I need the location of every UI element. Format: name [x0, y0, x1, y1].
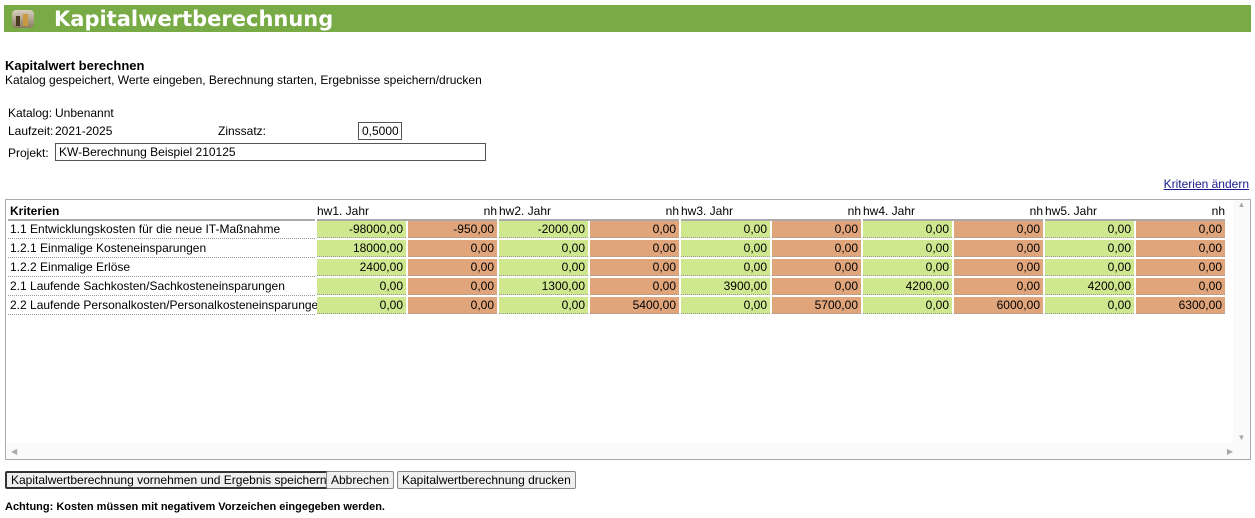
year-header: hw5. Jahr nh [1045, 203, 1225, 221]
year-header: hw3. Jahr nh [681, 203, 861, 221]
hw-value-cell[interactable]: 0,00 [863, 221, 952, 238]
hw-value-cell[interactable]: 0,00 [1045, 259, 1134, 276]
year-header: hw1. Jahr nh [317, 203, 497, 221]
app-logo-icon [12, 9, 34, 28]
nh-value-cell[interactable]: 0,00 [1136, 259, 1225, 276]
criteria-label: 2.2 Laufende Personalkosten/Personalkost… [8, 297, 325, 315]
nh-value-cell[interactable]: 0,00 [1136, 240, 1225, 257]
year-header: hw2. Jahr nh [499, 203, 679, 221]
hw-header: hw2. Jahr [499, 204, 552, 218]
criteria-header: Kriterien [8, 203, 315, 221]
laufzeit-value: 2021-2025 [55, 124, 113, 138]
hw-value-cell[interactable]: 1300,00 [499, 278, 588, 295]
hw-value-cell[interactable]: 2400,00 [317, 259, 406, 276]
nh-value-cell[interactable]: 0,00 [590, 240, 679, 257]
nh-value-cell[interactable]: 0,00 [954, 240, 1043, 257]
nh-value-cell[interactable]: 0,00 [408, 240, 497, 257]
nh-value-cell[interactable]: 5400,00 [590, 297, 679, 314]
nh-value-cell[interactable]: 0,00 [1136, 221, 1225, 238]
nh-value-cell[interactable]: 0,00 [408, 278, 497, 295]
hw-value-cell[interactable]: 0,00 [681, 240, 770, 257]
change-criteria-link[interactable]: Kriterien ändern [1163, 177, 1249, 191]
nh-value-cell[interactable]: 0,00 [954, 259, 1043, 276]
hw-value-cell[interactable]: 0,00 [317, 278, 406, 295]
criteria-label: 1.1 Entwicklungskosten für die neue IT-M… [8, 221, 315, 239]
projekt-input[interactable] [55, 143, 486, 161]
hw-value-cell[interactable]: 0,00 [1045, 240, 1134, 257]
nh-value-cell[interactable]: 0,00 [772, 221, 861, 238]
hw-value-cell[interactable]: 18000,00 [317, 240, 406, 257]
hw-header: hw5. Jahr [1045, 204, 1098, 218]
horizontal-scrollbar[interactable]: ◀ ▶ [6, 443, 1250, 459]
table-header: Kriterien hw1. Jahr nh hw2. Jahr nh hw3. Jahr… [8, 203, 1225, 221]
hw-header: hw1. Jahr [317, 204, 370, 218]
hw-value-cell[interactable]: 0,00 [863, 297, 952, 314]
nh-header: nh [847, 204, 861, 218]
nh-value-cell[interactable]: 0,00 [408, 297, 497, 314]
nh-value-cell[interactable]: 6000,00 [954, 297, 1043, 314]
hw-value-cell[interactable]: 0,00 [499, 259, 588, 276]
hw-value-cell[interactable]: 0,00 [1045, 297, 1134, 314]
nh-value-cell[interactable]: 0,00 [772, 278, 861, 295]
criteria-label: 1.2.2 Einmalige Erlöse [8, 259, 315, 277]
criteria-label: 2.1 Laufende Sachkosten/Sachkosteneinspa… [8, 278, 315, 296]
nh-header: nh [1029, 204, 1043, 218]
hw-value-cell[interactable]: 0,00 [863, 259, 952, 276]
nh-value-cell[interactable]: 0,00 [408, 259, 497, 276]
katalog-value: Unbenannt [55, 106, 114, 120]
hw-value-cell[interactable]: 0,00 [681, 259, 770, 276]
hw-value-cell[interactable]: 0,00 [499, 240, 588, 257]
print-button[interactable]: Kapitalwertberechnung drucken [397, 471, 576, 489]
criteria-label: 1.2.1 Einmalige Kosteneinsparungen [8, 240, 315, 258]
nh-value-cell[interactable]: 0,00 [954, 278, 1043, 295]
table-row: 1.2.1 Einmalige Kosteneinsparungen 18000,… [8, 240, 1225, 258]
app-banner: Kapitalwertberechnung [4, 5, 1251, 32]
hw-value-cell[interactable]: 0,00 [863, 240, 952, 257]
nh-value-cell[interactable]: -950,00 [408, 221, 497, 238]
warning-text: Achtung: Kosten müssen mit negativem Vor… [5, 501, 385, 513]
laufzeit-label: Laufzeit: [8, 124, 54, 138]
nh-value-cell[interactable]: 0,00 [772, 259, 861, 276]
hw-value-cell[interactable]: 0,00 [681, 221, 770, 238]
nh-value-cell[interactable]: 0,00 [772, 240, 861, 257]
table-row: 1.1 Entwicklungskosten für die neue IT-M… [8, 221, 1225, 239]
vertical-scrollbar[interactable]: ▲ ▼ [1233, 200, 1250, 444]
nh-header: nh [1211, 204, 1225, 218]
hw-value-cell[interactable]: 0,00 [317, 297, 406, 314]
hw-value-cell[interactable]: 0,00 [499, 297, 588, 314]
nh-value-cell[interactable]: 0,00 [590, 278, 679, 295]
criteria-table: Kriterien hw1. Jahr nh hw2. Jahr nh hw3. Jahr… [5, 199, 1251, 460]
table-row: 2.2 Laufende Personalkosten/Personalkost… [8, 297, 1225, 315]
page-subtitle: Katalog gespeichert, Werte eingeben, Ber… [5, 73, 482, 87]
katalog-label: Katalog: [8, 106, 53, 120]
hw-value-cell[interactable]: -2000,00 [499, 221, 588, 238]
nh-value-cell[interactable]: 0,00 [590, 221, 679, 238]
cancel-button[interactable]: Abbrechen [326, 471, 395, 489]
nh-value-cell[interactable]: 0,00 [590, 259, 679, 276]
year-header: hw4. Jahr nh [863, 203, 1043, 221]
table-row: 2.1 Laufende Sachkosten/Sachkosteneinspa… [8, 278, 1225, 296]
projekt-label: Projekt: [8, 146, 49, 160]
hw-value-cell[interactable]: 0,00 [1045, 221, 1134, 238]
zinssatz-input[interactable] [358, 122, 402, 140]
hw-header: hw4. Jahr [863, 204, 916, 218]
zinssatz-label: Zinssatz: [218, 124, 267, 138]
hw-value-cell[interactable]: 0,00 [681, 297, 770, 314]
page-title: Kapitalwert berechnen [5, 58, 145, 73]
hw-value-cell[interactable]: 3900,00 [681, 278, 770, 295]
hw-value-cell[interactable]: -98000,00 [317, 221, 406, 238]
nh-value-cell[interactable]: 6300,00 [1136, 297, 1225, 314]
table-row: 1.2.2 Einmalige Erlöse 2400,00 0,00 0,00 0,0… [8, 259, 1225, 277]
nh-value-cell[interactable]: 5700,00 [772, 297, 861, 314]
calculate-save-button[interactable]: Kapitalwertberechnung vornehmen und Erge… [5, 471, 333, 489]
hw-value-cell[interactable]: 4200,00 [863, 278, 952, 295]
hw-value-cell[interactable]: 4200,00 [1045, 278, 1134, 295]
nh-value-cell[interactable]: 0,00 [1136, 278, 1225, 295]
app-title: Kapitalwertberechnung [54, 6, 334, 31]
hw-header: hw3. Jahr [681, 204, 734, 218]
nh-header: nh [665, 204, 679, 218]
nh-value-cell[interactable]: 0,00 [954, 221, 1043, 238]
nh-header: nh [483, 204, 497, 218]
